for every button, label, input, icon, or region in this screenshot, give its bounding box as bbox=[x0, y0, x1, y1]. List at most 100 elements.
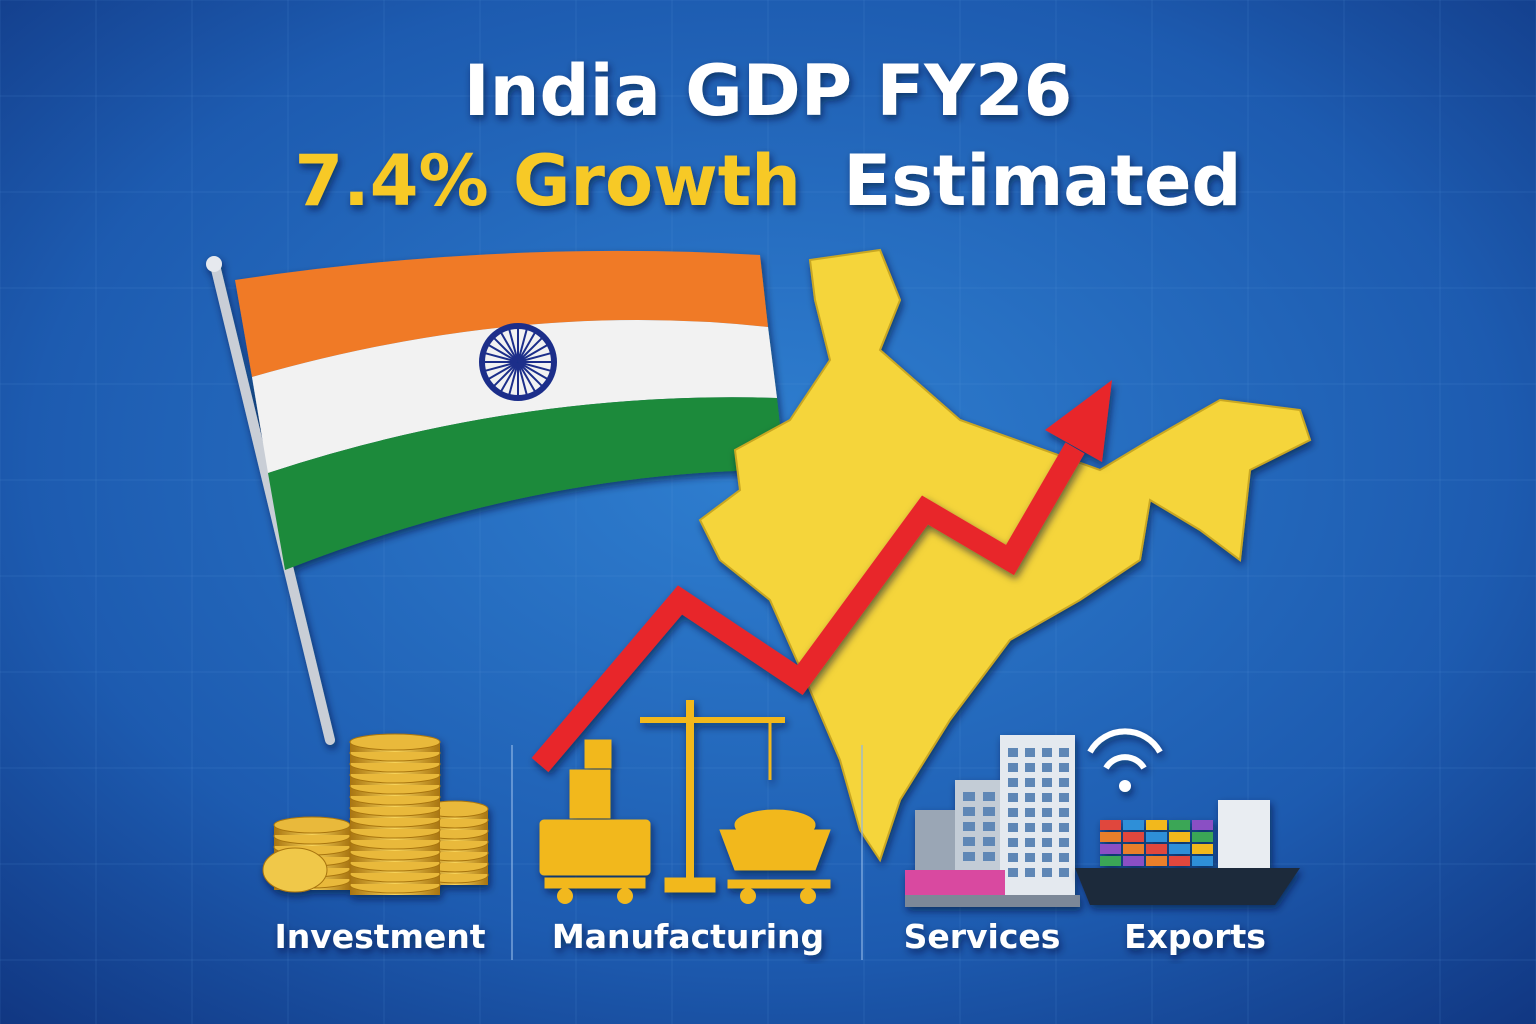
window bbox=[1025, 793, 1035, 802]
growth-arrow bbox=[531, 380, 1112, 773]
wheel bbox=[800, 888, 816, 904]
coin bbox=[262, 847, 328, 893]
flag-green bbox=[268, 397, 785, 570]
window bbox=[963, 792, 975, 801]
sector-label: Investment bbox=[274, 917, 485, 956]
spoke bbox=[488, 361, 519, 380]
container bbox=[1146, 856, 1167, 866]
window bbox=[1059, 868, 1069, 877]
spoke bbox=[500, 332, 519, 363]
crate-top bbox=[584, 739, 612, 769]
container bbox=[1146, 820, 1167, 830]
flag-pole-cap bbox=[206, 256, 222, 272]
container bbox=[1100, 856, 1121, 866]
coin bbox=[349, 733, 441, 751]
window bbox=[1025, 853, 1035, 862]
sector-label: Services bbox=[904, 917, 1061, 956]
sector-label: Manufacturing bbox=[552, 917, 824, 956]
window bbox=[1059, 748, 1069, 757]
arrow-line bbox=[531, 442, 1085, 773]
spoke bbox=[508, 328, 519, 363]
container bbox=[1192, 844, 1213, 854]
window bbox=[1008, 748, 1018, 757]
window bbox=[1042, 763, 1052, 772]
factory-box bbox=[539, 819, 651, 876]
spoke bbox=[493, 337, 519, 363]
window bbox=[983, 807, 995, 816]
ground bbox=[905, 895, 1080, 907]
spoke bbox=[508, 361, 519, 396]
container bbox=[1169, 820, 1190, 830]
growth-highlight: 7.4% Growth bbox=[294, 140, 801, 222]
window bbox=[963, 822, 975, 831]
window bbox=[1025, 838, 1035, 847]
window bbox=[1042, 748, 1052, 757]
spoke bbox=[484, 361, 519, 372]
spoke bbox=[484, 352, 519, 363]
ashoka-chakra bbox=[479, 323, 557, 401]
spoke bbox=[517, 361, 552, 372]
window bbox=[1025, 808, 1035, 817]
subtitle-line: 7.4% Growth Estimated bbox=[294, 140, 1241, 222]
window bbox=[1059, 793, 1069, 802]
window bbox=[983, 822, 995, 831]
spoke bbox=[517, 361, 543, 387]
wheel bbox=[557, 888, 573, 904]
flag-saffron bbox=[235, 250, 768, 377]
window bbox=[1042, 778, 1052, 787]
ship-hull bbox=[1075, 868, 1300, 905]
spoke bbox=[517, 361, 528, 396]
title-block: India GDP FY26 7.4% Growth Estimated bbox=[294, 50, 1241, 222]
spoke bbox=[493, 361, 519, 387]
window bbox=[1059, 823, 1069, 832]
window bbox=[1008, 793, 1018, 802]
container bbox=[1123, 832, 1144, 842]
subtitle: Estimated bbox=[843, 140, 1241, 222]
window bbox=[963, 807, 975, 816]
flag-pole bbox=[210, 260, 335, 745]
chakra-spokes bbox=[484, 328, 552, 396]
wifi-arc bbox=[1103, 754, 1147, 770]
window bbox=[1059, 808, 1069, 817]
windows bbox=[963, 748, 1069, 877]
containers bbox=[1100, 820, 1213, 866]
container bbox=[1169, 856, 1190, 866]
window bbox=[963, 852, 975, 861]
wheel bbox=[740, 888, 756, 904]
title: India GDP FY26 bbox=[464, 50, 1073, 132]
window bbox=[983, 792, 995, 801]
sector-labels: Investment Manufacturing Services Export… bbox=[274, 917, 1265, 956]
window bbox=[1008, 808, 1018, 817]
india-flag bbox=[206, 250, 785, 745]
window bbox=[1042, 808, 1052, 817]
window bbox=[1008, 868, 1018, 877]
window bbox=[983, 852, 995, 861]
window bbox=[1059, 763, 1069, 772]
window bbox=[1042, 838, 1052, 847]
spoke bbox=[517, 328, 528, 363]
window bbox=[1025, 823, 1035, 832]
spoke bbox=[500, 361, 519, 392]
spoke bbox=[517, 332, 536, 363]
window bbox=[1025, 748, 1035, 757]
wheels bbox=[557, 888, 816, 904]
exports-icon bbox=[1075, 728, 1300, 905]
coin bbox=[273, 816, 351, 834]
spoke bbox=[517, 361, 548, 380]
container bbox=[1192, 832, 1213, 842]
container bbox=[1123, 820, 1144, 830]
ship-bridge bbox=[1218, 800, 1270, 868]
window bbox=[1008, 823, 1018, 832]
spoke bbox=[517, 344, 548, 363]
container bbox=[1100, 820, 1121, 830]
container bbox=[1123, 844, 1144, 854]
wheel bbox=[617, 888, 633, 904]
spoke bbox=[517, 352, 552, 363]
window bbox=[1008, 838, 1018, 847]
window bbox=[1042, 823, 1052, 832]
spoke bbox=[517, 361, 536, 392]
window bbox=[963, 837, 975, 846]
rail bbox=[727, 879, 831, 889]
